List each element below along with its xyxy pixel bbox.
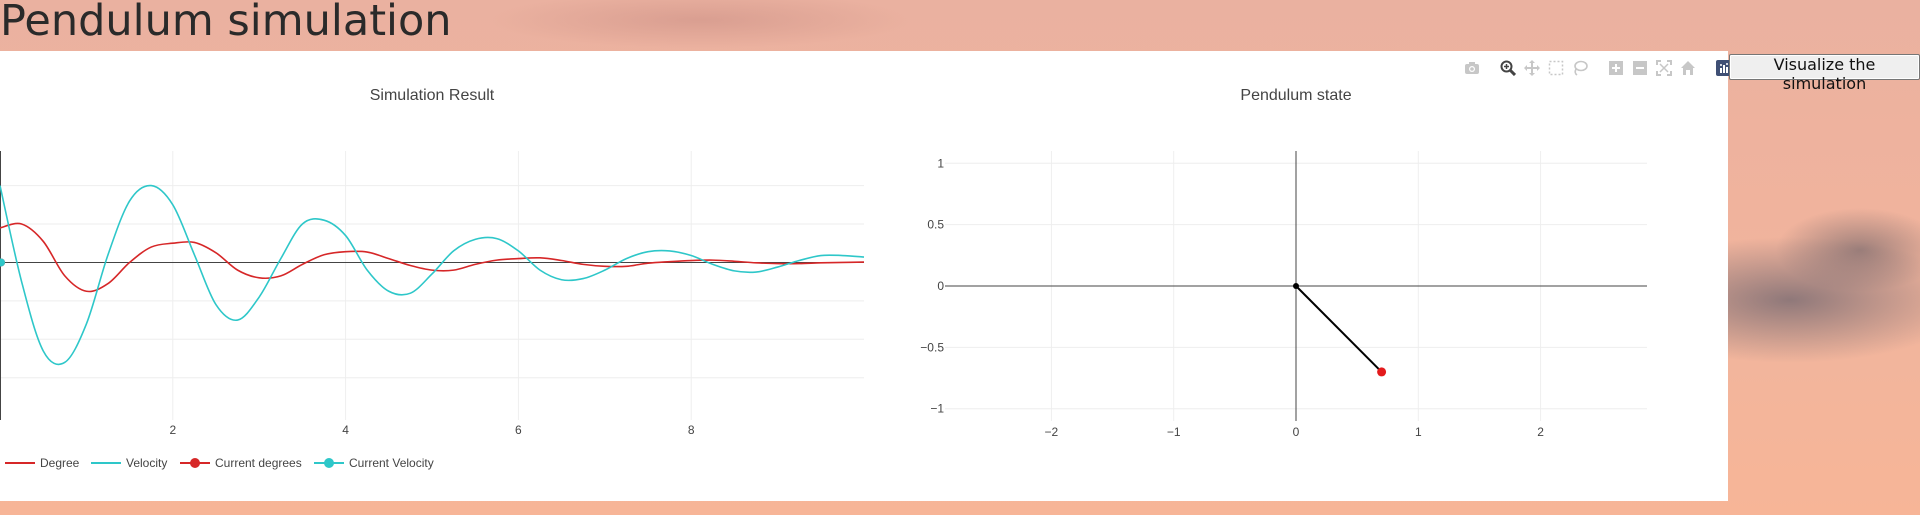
y-tick-label: 0.5 xyxy=(927,218,944,232)
series-line-degree xyxy=(0,222,865,293)
x-tick-label: 1 xyxy=(1415,425,1422,439)
pendulum-pivot xyxy=(1293,283,1299,289)
legend-item-velocity[interactable]: Velocity xyxy=(91,456,167,470)
legend-item-current-degrees[interactable]: Current degrees xyxy=(180,456,302,470)
plotly-logo-icon[interactable] xyxy=(1712,57,1736,79)
series-line-velocity xyxy=(0,184,865,366)
legend-label-degree: Degree xyxy=(40,456,80,470)
x-tick-label: 2 xyxy=(169,423,176,437)
plot-panel: Simulation Result 2 4 6 8 Degree Velocity C… xyxy=(0,51,1728,501)
y-tick-label: 0 xyxy=(937,279,944,293)
simulation-result-chart[interactable]: Simulation Result 2 4 6 8 xyxy=(0,87,865,437)
legend[interactable]: Degree Velocity Current degrees Current … xyxy=(5,456,434,470)
x-tick-label: −2 xyxy=(1045,425,1059,439)
pendulum-bob xyxy=(1377,367,1387,377)
visualize-simulation-button[interactable]: Visualize the simulation xyxy=(1729,54,1920,93)
reset-axes-icon[interactable] xyxy=(1676,57,1700,79)
plots-svg: Simulation Result 2 4 6 8 Degree Velocity C… xyxy=(0,87,1647,470)
pan-icon[interactable] xyxy=(1520,57,1544,79)
zoom-in-icon[interactable] xyxy=(1604,57,1628,79)
modebar xyxy=(1460,57,1736,79)
zoom-icon[interactable] xyxy=(1496,57,1520,79)
legend-item-current-velocity[interactable]: Current Velocity xyxy=(314,456,434,470)
legend-label-current-velocity: Current Velocity xyxy=(349,456,434,470)
zoom-out-icon[interactable] xyxy=(1628,57,1652,79)
chart-title: Pendulum state xyxy=(1240,87,1351,104)
x-tick-label: −1 xyxy=(1167,425,1181,439)
legend-marker-current-degrees xyxy=(190,458,200,468)
pendulum-state-chart[interactable]: Pendulum state −2 −1 0 1 2 1 0.5 0 −0.5 −1 xyxy=(920,87,1647,439)
lasso-select-icon[interactable] xyxy=(1568,57,1592,79)
page-title: Pendulum simulation xyxy=(0,0,452,46)
current-marker-1 xyxy=(0,258,5,267)
y-tick-label: −0.5 xyxy=(920,340,944,354)
y-tick-label: −1 xyxy=(930,402,944,416)
x-tick-label: 2 xyxy=(1537,425,1544,439)
legend-label-velocity: Velocity xyxy=(126,456,167,470)
box-select-icon[interactable] xyxy=(1544,57,1568,79)
chart-title: Simulation Result xyxy=(370,87,495,104)
legend-label-current-degrees: Current degrees xyxy=(215,456,302,470)
camera-icon[interactable] xyxy=(1460,57,1484,79)
legend-item-degree[interactable]: Degree xyxy=(5,456,80,470)
pendulum-rod xyxy=(1295,285,1383,373)
x-tick-label: 6 xyxy=(515,423,522,437)
x-tick-label: 8 xyxy=(688,423,695,437)
x-tick-label: 4 xyxy=(342,423,349,437)
x-tick-label: 0 xyxy=(1293,425,1300,439)
legend-marker-current-velocity xyxy=(324,458,334,468)
autoscale-icon[interactable] xyxy=(1652,57,1676,79)
y-tick-label: 1 xyxy=(937,156,944,170)
